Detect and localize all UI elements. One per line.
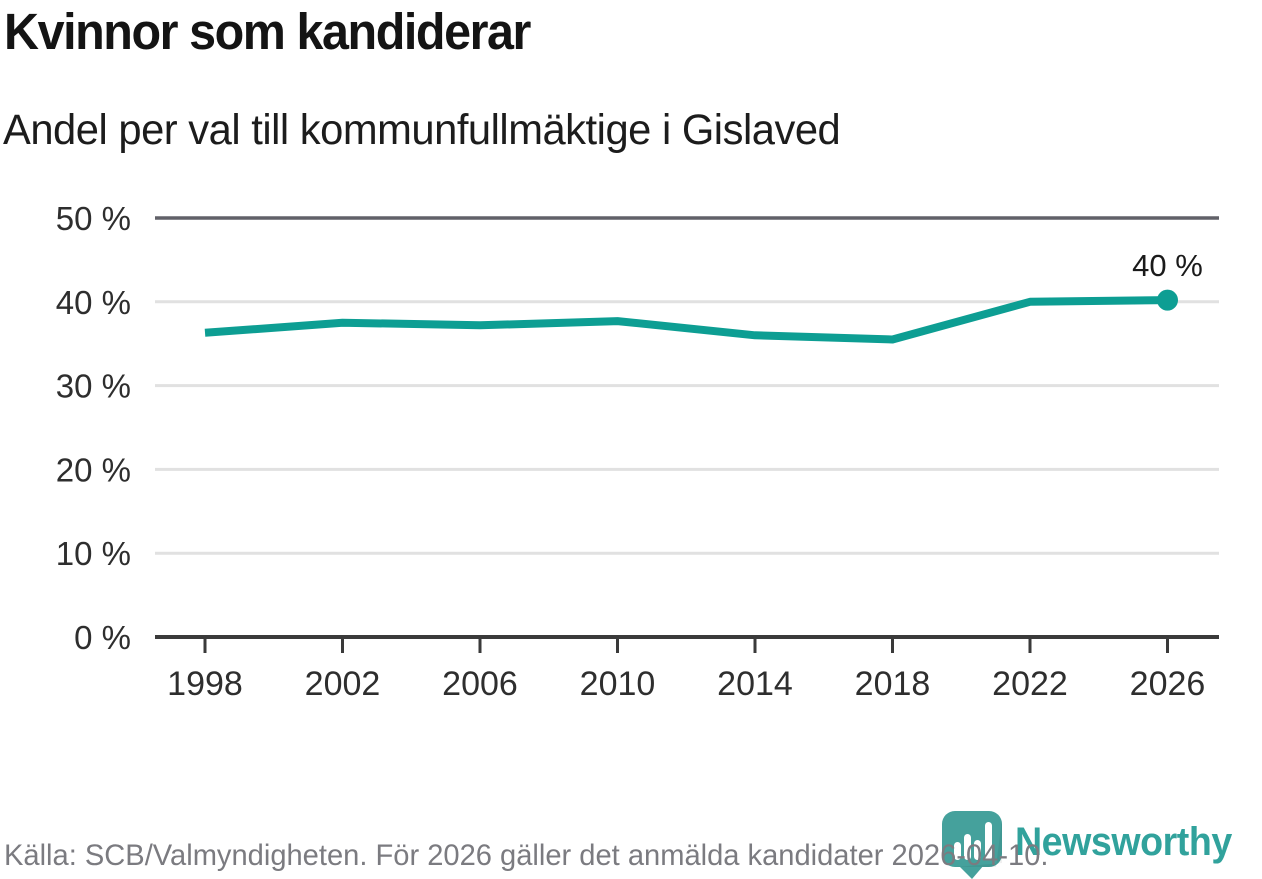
y-tick-label: 30 %	[56, 368, 131, 405]
x-tick-label: 2026	[1130, 665, 1206, 703]
newsworthy-logo: Newsworthy	[941, 811, 1246, 879]
chart-subtitle: Andel per val till kommunfullmäktige i G…	[3, 106, 841, 154]
x-tick-label: 2022	[992, 665, 1068, 703]
data-line	[204, 296, 1168, 344]
y-tick-label: 20 %	[56, 451, 131, 488]
end-point-label: 40 %	[1132, 248, 1203, 283]
x-tick-label: 2006	[442, 665, 518, 703]
end-point-dot	[1157, 289, 1178, 311]
x-tick-label: 2010	[580, 665, 656, 703]
source-note: Källa: SCB/Valmyndigheten. För 2026 gäll…	[4, 839, 1049, 872]
x-tick-label: 2002	[305, 665, 381, 703]
y-tick-label: 0 %	[74, 619, 131, 656]
x-tick-label: 1998	[167, 665, 243, 703]
y-tick-label: 40 %	[56, 284, 131, 321]
x-tick-label: 2018	[855, 665, 931, 703]
y-tick-label: 10 %	[56, 535, 131, 572]
newsworthy-wordmark: Newsworthy	[1015, 820, 1232, 864]
x-tick-label: 2014	[717, 665, 793, 703]
newsworthy-pin-barchart-icon	[942, 811, 1002, 879]
y-tick-label: 50 %	[56, 200, 131, 237]
chart-title: Kvinnor som kandiderar	[4, 3, 531, 60]
